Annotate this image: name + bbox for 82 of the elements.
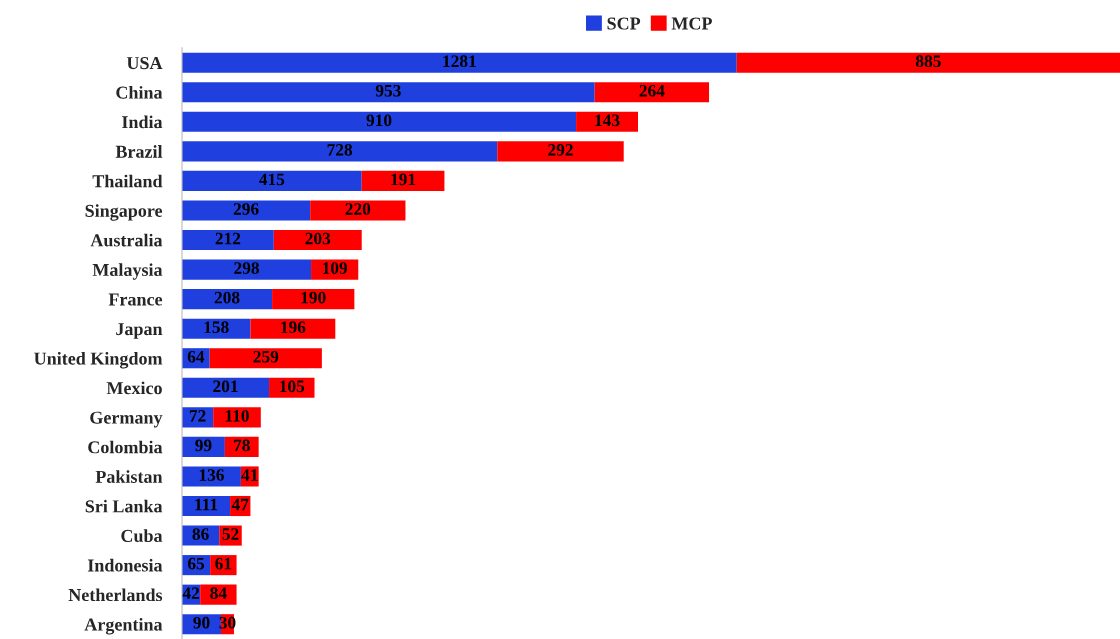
y-tick-label: Thailand [92, 174, 163, 188]
y-tick-label: Malaysia [92, 263, 163, 280]
bar [182, 466, 241, 487]
y-tick-label: Australia [90, 233, 163, 247]
data-label: 220 [345, 203, 371, 215]
data-label: 99 [195, 439, 212, 452]
data-label: 143 [595, 114, 620, 127]
data-label: 65 [187, 557, 205, 570]
data-label: 90 [193, 616, 210, 629]
data-label: 158 [204, 321, 229, 334]
data-label: 298 [234, 262, 259, 274]
bar [361, 170, 445, 191]
data-label: 885 [915, 55, 941, 68]
data-label: 1281 [443, 55, 476, 68]
data-label: 64 [187, 350, 205, 363]
y-tick-label: Singapore [85, 204, 163, 221]
data-label: 728 [327, 143, 353, 156]
legend-label: MCP [671, 17, 712, 30]
bar [182, 259, 312, 280]
y-tick-label: France [108, 293, 163, 306]
y-tick-label: Indonesia [87, 558, 163, 572]
y-tick-label: Colombia [88, 440, 163, 454]
y-tick-label: Netherlands [68, 588, 163, 602]
y-tick-label: Sri Lanka [85, 499, 163, 513]
bar [273, 229, 362, 251]
data-label: 196 [281, 321, 306, 334]
bar [182, 377, 270, 398]
bar [576, 111, 639, 132]
bar [209, 348, 322, 369]
data-label: 86 [192, 528, 209, 540]
bar [182, 170, 362, 191]
y-tick-label: Germany [90, 411, 163, 428]
data-label: 52 [222, 528, 239, 540]
data-label: 201 [213, 380, 238, 393]
y-tick-label: India [122, 115, 163, 129]
data-label: 78 [234, 439, 250, 452]
bar [182, 200, 311, 221]
y-tick-label: Mexico [106, 381, 162, 395]
bar [272, 289, 355, 310]
y-tick-label: Cuba [121, 529, 163, 543]
y-tick-label: China [116, 85, 163, 99]
data-label: 190 [301, 291, 326, 304]
data-label: 84 [210, 587, 227, 600]
bar [594, 82, 710, 103]
data-label: 42 [182, 587, 200, 599]
data-label: 61 [215, 557, 232, 570]
y-tick-label: USA [126, 57, 163, 70]
data-label: 203 [305, 232, 331, 245]
bar [182, 141, 498, 162]
data-label: 105 [280, 380, 305, 393]
data-label: 292 [548, 144, 573, 156]
bar [182, 111, 577, 132]
data-label: 41 [241, 469, 258, 481]
y-tick-label: Brazil [115, 145, 163, 158]
bar [182, 82, 595, 103]
data-label: 264 [639, 84, 665, 97]
bar [182, 52, 737, 73]
data-label: 296 [233, 203, 259, 215]
data-label: 212 [215, 232, 241, 245]
data-label: 109 [323, 262, 348, 274]
y-tick-label: United Kingdom [34, 351, 163, 369]
data-label: 259 [253, 350, 279, 363]
bar [182, 229, 274, 251]
y-tick-label: Pakistan [95, 470, 163, 483]
bar [736, 52, 1120, 73]
data-label: 111 [195, 498, 218, 511]
bar [497, 141, 624, 162]
data-label: 191 [391, 173, 416, 186]
data-label: 136 [199, 469, 224, 481]
legend-label: SCP [607, 17, 641, 30]
data-label: 415 [259, 173, 285, 186]
data-label: 953 [375, 84, 401, 97]
data-label: 47 [231, 498, 249, 511]
bar [182, 289, 273, 310]
y-tick-label: Japan [116, 323, 163, 339]
data-label: 910 [366, 114, 392, 127]
data-label: 208 [214, 291, 240, 304]
data-label: 110 [225, 409, 249, 422]
y-tick-label: Argentina [84, 617, 163, 635]
bar [250, 318, 336, 339]
data-label: 72 [189, 410, 206, 422]
bar [310, 200, 406, 221]
